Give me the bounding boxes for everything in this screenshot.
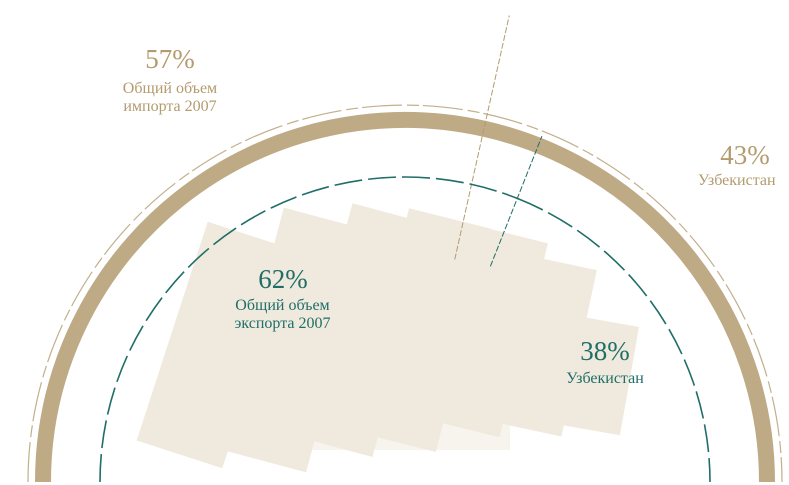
pie-slice <box>482 120 775 483</box>
pie-slice <box>516 197 711 483</box>
slice-divider <box>489 135 543 267</box>
value-label: 43% <box>720 140 770 170</box>
value-label: 62% <box>258 264 308 294</box>
category-label: Узбекистан <box>698 172 776 189</box>
slice-divider <box>454 15 510 260</box>
value-label: 57% <box>145 44 195 74</box>
pie-slice <box>35 112 486 483</box>
pie-slice <box>99 176 518 483</box>
category-label: Узбекистан <box>566 370 644 387</box>
category-label: Общий объем импорта 2007 <box>122 80 218 116</box>
arc-ring <box>27 104 783 483</box>
value-label: 38% <box>580 336 630 366</box>
category-label: Общий объем экспорта 2007 <box>234 297 331 333</box>
brush-decoration <box>136 203 640 473</box>
